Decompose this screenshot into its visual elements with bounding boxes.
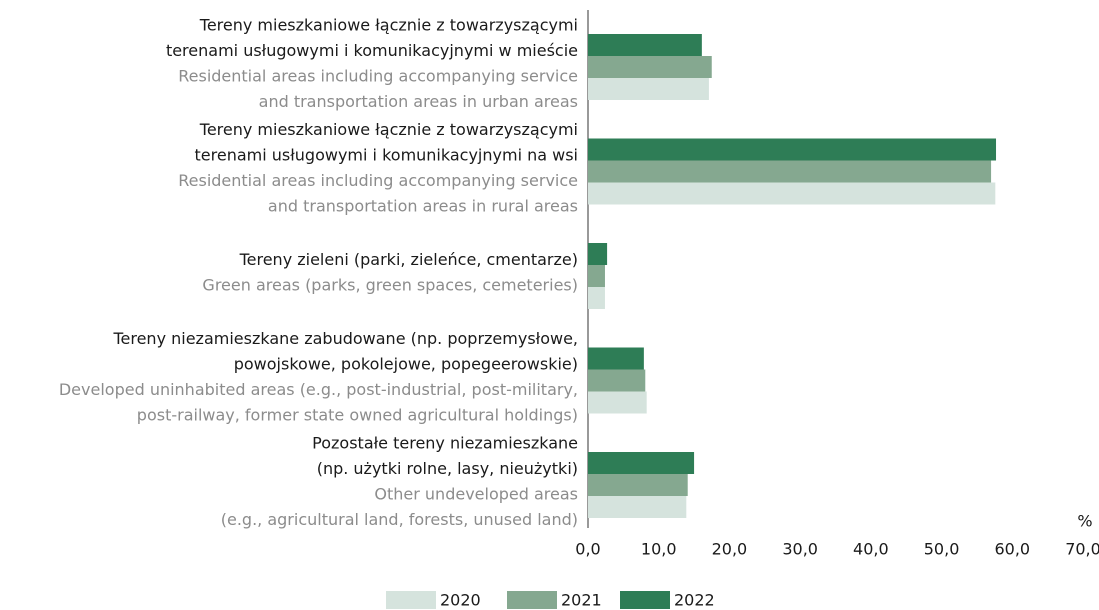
bar	[588, 347, 644, 370]
bar	[588, 452, 695, 474]
x-unit: %	[1077, 512, 1092, 531]
bar	[588, 160, 992, 183]
x-tick-label: 40,0	[853, 540, 889, 559]
legend-label: 2020	[440, 591, 481, 610]
category-label: Pozostałe tereny niezamieszkane	[312, 433, 578, 452]
legend-label: 2022	[674, 591, 715, 610]
legend-swatch	[620, 591, 670, 609]
category-label: Other undeveloped areas	[374, 484, 578, 503]
category-label: terenami usługowymi i komunikacyjnymi w …	[166, 41, 578, 60]
category-label: Tereny mieszkaniowe łącznie z towarzyszą…	[199, 120, 578, 139]
category-label: Residential areas including accompanying…	[178, 66, 578, 85]
x-tick-label: 10,0	[641, 540, 677, 559]
bar	[588, 287, 605, 309]
category-label: (e.g., agricultural land, forests, unuse…	[221, 510, 578, 529]
category-label: powojskowe, pokolejowe, popegeerowskie)	[234, 354, 578, 373]
bar	[588, 78, 709, 100]
bar	[588, 369, 646, 392]
category-label: and transportation areas in urban areas	[259, 92, 578, 111]
x-tick-label: 60,0	[994, 540, 1030, 559]
x-tick-label: 0,0	[575, 540, 600, 559]
bar	[588, 265, 605, 287]
x-tick-label: 50,0	[924, 540, 960, 559]
x-tick-label: 20,0	[712, 540, 748, 559]
category-label: Developed uninhabited areas (e.g., post-…	[59, 380, 578, 399]
category-label: (np. użytki rolne, lasy, nieużytki)	[317, 459, 578, 478]
category-label: terenami usługowymi i komunikacyjnymi na…	[195, 145, 578, 164]
category-label: Tereny mieszkaniowe łącznie z towarzyszą…	[199, 15, 578, 34]
category-label: Tereny zieleni (parki, zieleńce, cmentar…	[239, 250, 578, 269]
category-label: and transportation areas in rural areas	[268, 196, 578, 215]
bar	[588, 138, 997, 161]
bar	[588, 56, 712, 78]
legend-swatch	[507, 591, 557, 609]
bar	[588, 496, 687, 518]
bar	[588, 34, 702, 56]
category-label: post-railway, former state owned agricul…	[137, 405, 578, 424]
bar	[588, 391, 647, 414]
bar	[588, 243, 608, 265]
x-tick-label: 70,0	[1065, 540, 1099, 559]
bar	[588, 474, 688, 496]
x-tick-label: 30,0	[782, 540, 818, 559]
category-label: Green areas (parks, green spaces, cemete…	[202, 275, 578, 294]
legend-label: 2021	[561, 591, 602, 610]
legend-swatch	[386, 591, 436, 609]
category-label: Residential areas including accompanying…	[178, 171, 578, 190]
category-label: Tereny niezamieszkane zabudowane (np. po…	[112, 329, 578, 348]
bar	[588, 182, 996, 205]
